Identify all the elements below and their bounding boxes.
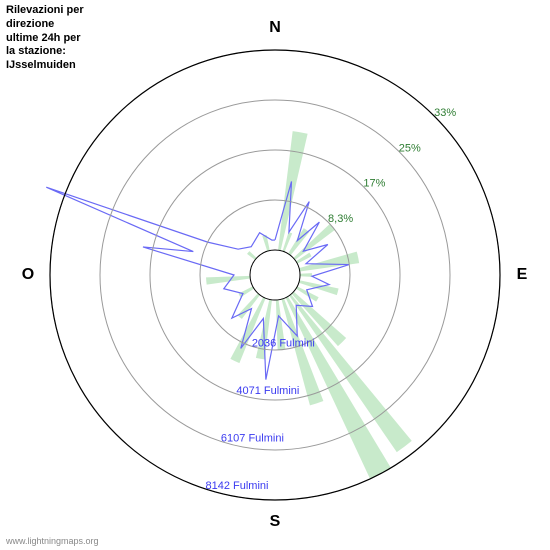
ring-pct-label: 17% (363, 178, 385, 190)
ring-fulm-label: 8142 Fulmini (205, 480, 268, 492)
cardinal-n: N (269, 19, 281, 36)
ring-fulm-label: 6107 Fulmini (221, 432, 284, 444)
blue-trace (46, 181, 349, 379)
green-bar (262, 235, 269, 251)
cardinal-e: E (517, 266, 528, 283)
ring-fulm-label: 2036 Fulmini (252, 337, 315, 349)
cardinal-w: O (22, 266, 34, 283)
ring-fulm-label: 4071 Fulmini (236, 385, 299, 397)
cardinal-s: S (270, 513, 281, 530)
center-circle (250, 250, 300, 300)
ring-pct-label: 25% (399, 142, 421, 154)
polar-chart: 8,3% 17% 25% 33% 2036 Fulmini 4071 Fulmini 610… (0, 0, 550, 550)
ring-pct-label: 33% (434, 107, 456, 119)
green-bar (286, 296, 391, 478)
ring-pct-label: 8,3% (328, 213, 353, 225)
green-bar (238, 286, 254, 297)
green-bar (300, 273, 312, 277)
green-bar (247, 251, 257, 260)
